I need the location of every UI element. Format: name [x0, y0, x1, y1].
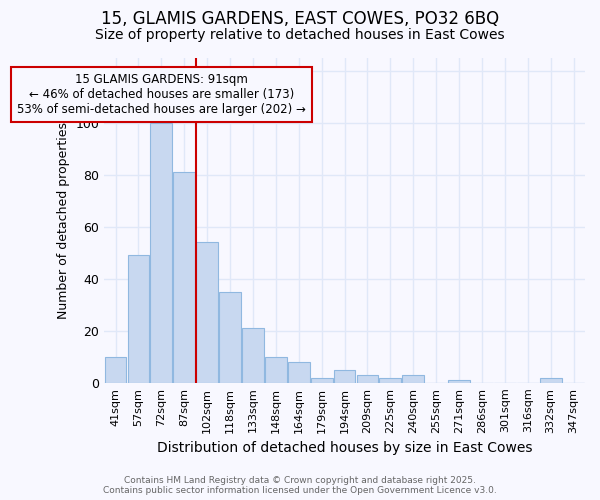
- Bar: [379, 378, 401, 383]
- Bar: [104, 357, 127, 383]
- Bar: [219, 292, 241, 383]
- Bar: [403, 375, 424, 383]
- Bar: [540, 378, 562, 383]
- Bar: [356, 375, 379, 383]
- X-axis label: Distribution of detached houses by size in East Cowes: Distribution of detached houses by size …: [157, 441, 532, 455]
- Bar: [288, 362, 310, 383]
- Bar: [448, 380, 470, 383]
- Bar: [128, 256, 149, 383]
- Bar: [242, 328, 264, 383]
- Bar: [173, 172, 195, 383]
- Bar: [265, 357, 287, 383]
- Text: 15, GLAMIS GARDENS, EAST COWES, PO32 6BQ: 15, GLAMIS GARDENS, EAST COWES, PO32 6BQ: [101, 10, 499, 28]
- Bar: [196, 242, 218, 383]
- Y-axis label: Number of detached properties: Number of detached properties: [57, 122, 70, 318]
- Bar: [151, 122, 172, 383]
- Text: Contains HM Land Registry data © Crown copyright and database right 2025.
Contai: Contains HM Land Registry data © Crown c…: [103, 476, 497, 495]
- Bar: [311, 378, 332, 383]
- Bar: [334, 370, 355, 383]
- Text: 15 GLAMIS GARDENS: 91sqm
← 46% of detached houses are smaller (173)
53% of semi-: 15 GLAMIS GARDENS: 91sqm ← 46% of detach…: [17, 73, 306, 116]
- Text: Size of property relative to detached houses in East Cowes: Size of property relative to detached ho…: [95, 28, 505, 42]
